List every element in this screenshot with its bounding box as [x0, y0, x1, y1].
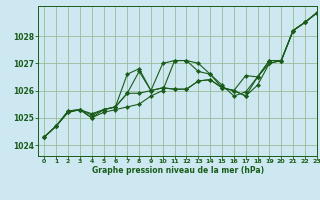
X-axis label: Graphe pression niveau de la mer (hPa): Graphe pression niveau de la mer (hPa) [92, 166, 264, 175]
